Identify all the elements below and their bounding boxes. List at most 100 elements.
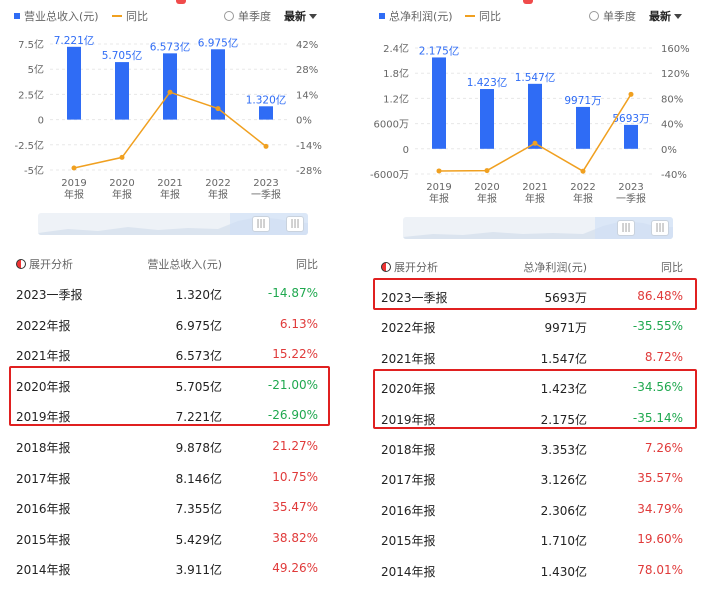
bar <box>528 83 542 149</box>
table-row[interactable]: 2017年报 8.146亿 10.75% <box>0 462 340 492</box>
latest-dropdown[interactable]: 最新 <box>649 8 682 24</box>
period-cell: 2023一季报 <box>381 291 448 305</box>
y-tick-label: 2.5亿 <box>18 88 44 101</box>
period-cell: 2022年报 <box>381 321 436 336</box>
x-tick-label: 2019 <box>426 182 451 193</box>
period-cell: 2021年报 <box>16 349 71 364</box>
y2-tick-label: 0% <box>296 116 312 127</box>
table-row[interactable]: 2023一季报 5693万 86.48% <box>365 281 705 311</box>
y-tick-label: 2.4亿 <box>383 42 409 55</box>
x-tick-label: 2020 <box>474 182 499 193</box>
bar-data-label: 6.975亿 <box>198 36 239 49</box>
table-row[interactable]: 2022年报 6.975亿 6.13% <box>0 309 340 339</box>
single-quarter-toggle[interactable]: 单季度 <box>224 8 271 24</box>
x-tick-label: 2023 <box>618 182 643 193</box>
y2-tick-label: 42% <box>296 40 318 51</box>
table-row[interactable]: 2014年报 3.911亿 49.26% <box>0 553 340 583</box>
y-tick-label: 5亿 <box>28 63 44 76</box>
bar-legend-icon <box>379 13 385 19</box>
bar <box>576 106 590 149</box>
single-quarter-toggle[interactable]: 单季度 <box>589 8 636 24</box>
x-tick-label: 2021 <box>522 182 547 193</box>
value-cell: 5.429亿 <box>175 532 222 547</box>
y2-tick-label: 120% <box>661 69 690 80</box>
table-row[interactable]: 2021年报 6.573亿 15.22% <box>0 339 340 369</box>
range-slider[interactable]: ||| ||| <box>38 213 308 235</box>
table-row[interactable]: 2020年报 5.705亿 -21.00% <box>0 370 340 400</box>
range-slider[interactable]: ||| ||| <box>403 217 673 239</box>
value-cell: 6.975亿 <box>175 318 222 333</box>
x-tick-label: 年报 <box>429 192 449 205</box>
table-header: 展开分析 营业总收入(元) 同比 <box>0 253 340 273</box>
x-tick-label: 年报 <box>112 188 132 201</box>
period-cell: 2017年报 <box>16 471 71 486</box>
table-row[interactable]: 2022年报 9971万 -35.55% <box>365 311 705 341</box>
yoy-cell: 35.57% <box>637 471 683 486</box>
table-row[interactable]: 2021年报 1.547亿 8.72% <box>365 342 705 372</box>
x-tick-label: 2022 <box>570 182 595 193</box>
bar-legend-icon <box>14 13 20 19</box>
value-cell: 9971万 <box>544 321 587 336</box>
slider-handle-right[interactable]: ||| <box>286 216 304 232</box>
y-tick-label: 1.8亿 <box>383 67 409 80</box>
table-row[interactable]: 2019年报 7.221亿 -26.90% <box>0 400 340 430</box>
bar <box>115 62 129 120</box>
yoy-cell: 49.26% <box>272 561 318 576</box>
value-cell: 1.423亿 <box>540 382 587 397</box>
value-cell: 1.547亿 <box>540 351 587 366</box>
bar-data-label: 7.221亿 <box>54 34 95 47</box>
table-row[interactable]: 2016年报 2.306亿 34.79% <box>365 494 705 524</box>
bar <box>259 106 273 120</box>
y2-tick-label: -14% <box>296 141 322 152</box>
latest-dropdown[interactable]: 最新 <box>284 8 317 24</box>
yoy-cell: -35.55% <box>632 319 683 334</box>
slider-handle-left[interactable]: ||| <box>617 220 635 236</box>
legend-bar-series[interactable]: 营业总收入(元) <box>14 8 99 24</box>
yoy-column-header: 同比 <box>296 258 318 271</box>
line-legend-icon <box>112 15 122 17</box>
table-row[interactable]: 2014年报 1.430亿 78.01% <box>365 555 705 585</box>
value-cell: 3.911亿 <box>175 563 222 578</box>
bar-data-label: 5693万 <box>612 113 649 125</box>
table-row[interactable]: 2023一季报 1.320亿 -14.87% <box>0 278 340 308</box>
period-cell: 2020年报 <box>381 382 436 397</box>
table-row[interactable]: 2020年报 1.423亿 -34.56% <box>365 372 705 402</box>
bar <box>432 57 446 149</box>
table-row[interactable]: 2019年报 2.175亿 -35.14% <box>365 403 705 433</box>
bar <box>211 49 225 120</box>
slider-handle-right[interactable]: ||| <box>651 220 669 236</box>
legend-line-series[interactable]: 同比 <box>465 8 501 24</box>
table-row[interactable]: 2018年报 3.353亿 7.26% <box>365 433 705 463</box>
expand-analysis-button[interactable]: 展开分析 <box>16 256 73 272</box>
slider-handle-left[interactable]: ||| <box>252 216 270 232</box>
value-cell: 5693万 <box>544 291 587 305</box>
y-tick-label: -2.5亿 <box>14 139 44 152</box>
x-tick-label: 年报 <box>573 192 593 205</box>
expand-analysis-button[interactable]: 展开分析 <box>381 259 438 275</box>
yoy-point <box>484 168 490 174</box>
table-row[interactable]: 2017年报 3.126亿 35.57% <box>365 463 705 493</box>
legend-bar-series[interactable]: 总净利润(元) <box>379 8 453 24</box>
radio-icon <box>589 11 599 21</box>
y2-tick-label: -28% <box>296 166 322 177</box>
y2-tick-label: 28% <box>296 65 318 76</box>
table-row[interactable]: 2016年报 7.355亿 35.47% <box>0 492 340 522</box>
net-profit-chart: 2.4亿 160% 1.8亿 120% 1.2亿 80% 6000万 40% 0 0% -6000万… <box>370 42 690 205</box>
period-cell: 2022年报 <box>16 318 71 333</box>
value-cell: 3.353亿 <box>540 443 587 457</box>
bar-data-label: 2.175亿 <box>419 44 460 57</box>
bar-data-label: 1.423亿 <box>467 76 508 89</box>
bar-data-label: 1.547亿 <box>515 71 556 84</box>
y2-tick-label: 40% <box>661 120 683 131</box>
y2-tick-label: 160% <box>661 44 690 55</box>
table-row[interactable]: 2018年报 9.878亿 21.27% <box>0 431 340 461</box>
table-row[interactable]: 2015年报 5.429亿 38.82% <box>0 523 340 553</box>
table-row[interactable]: 2015年报 1.710亿 19.60% <box>365 524 705 554</box>
legend-line-series[interactable]: 同比 <box>112 8 148 24</box>
yoy-cell: -34.56% <box>632 380 683 395</box>
x-tick-label: 2021 <box>157 178 182 189</box>
yoy-cell: 86.48% <box>637 289 683 303</box>
period-cell: 2017年报 <box>381 473 436 488</box>
value-cell: 7.221亿 <box>175 410 222 425</box>
x-tick-label: 年报 <box>160 188 180 201</box>
